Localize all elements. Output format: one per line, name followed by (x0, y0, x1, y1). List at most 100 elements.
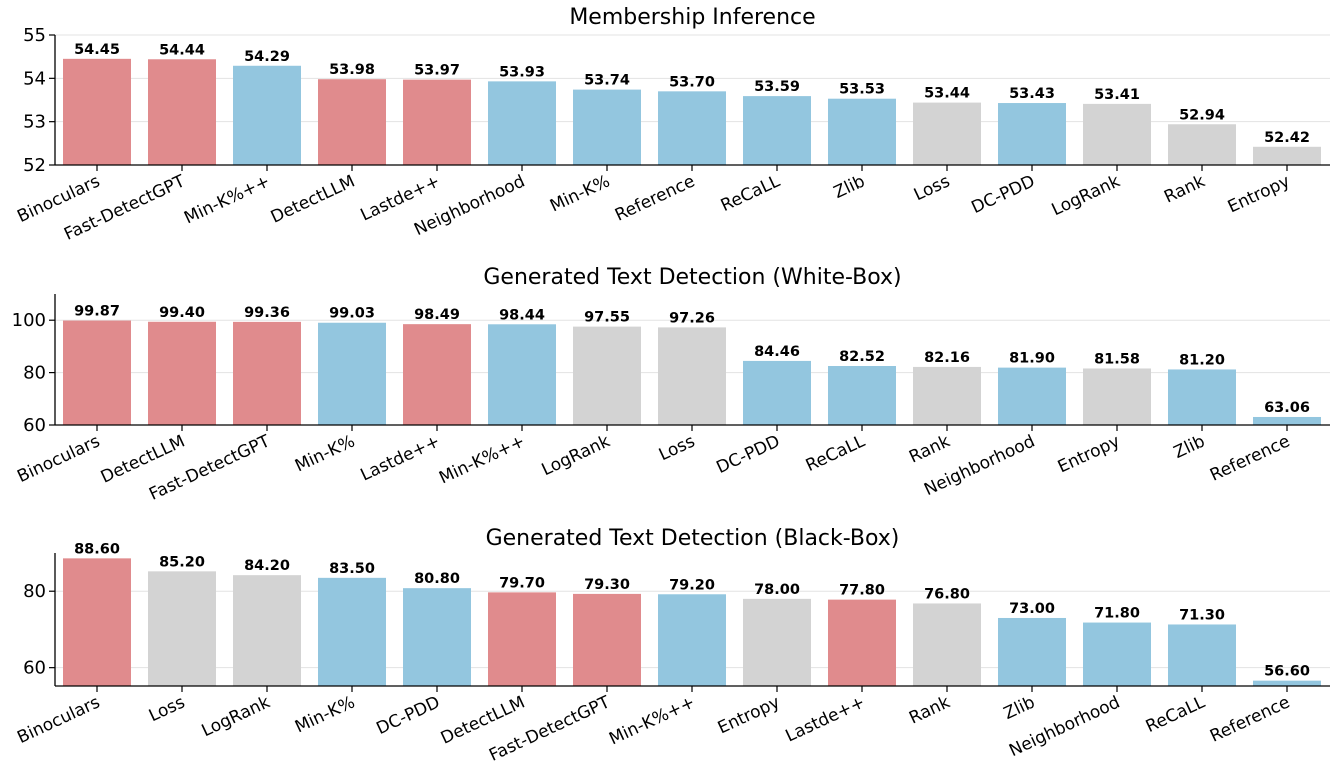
x-tick-label: Loss (911, 171, 953, 205)
data-label: 99.03 (329, 306, 375, 322)
x-tick-label: Entropy (715, 692, 783, 738)
y-tick-label: 80 (23, 581, 46, 602)
data-label: 52.42 (1264, 130, 1310, 146)
chart-panel-3: Generated Text Detection (Black-Box) 60 80… (14, 526, 1330, 766)
bar-fast-detectgpt (233, 321, 301, 425)
bar-logrank (573, 326, 641, 425)
x-tick-label: DetectLLM (268, 171, 358, 227)
bar-dc-pdd (998, 103, 1066, 165)
x-tick-label: Min-K% (292, 431, 358, 476)
y-tick-label: 100 (12, 310, 46, 331)
x-tick-label: Min-K%++ (181, 171, 273, 228)
x-tick-label: Reference (1207, 431, 1293, 485)
bar-zlib (828, 98, 896, 165)
x-tick-label: Min-K%++ (436, 431, 528, 488)
bar-recall (743, 96, 811, 165)
bar-min-k- (233, 65, 301, 165)
bar-binoculars (63, 58, 131, 166)
x-tick-label: LogRank (539, 431, 614, 480)
bar-lastde- (828, 599, 896, 686)
bar-dc-pdd (743, 360, 811, 425)
x-tick-label: Lastde++ (357, 431, 443, 485)
y-tick-label: 80 (23, 363, 46, 384)
bar-entropy (743, 598, 811, 686)
x-tick-label: Reference (612, 171, 698, 225)
data-label: 53.98 (329, 62, 375, 78)
x-tick-label: DC-PDD (713, 431, 783, 478)
x-tick-label: LogRank (1049, 171, 1124, 220)
data-label: 54.45 (74, 42, 120, 58)
data-label: 79.20 (669, 577, 715, 593)
data-label: 84.46 (754, 344, 800, 360)
bar-logrank (1083, 103, 1151, 165)
data-label: 63.06 (1264, 400, 1310, 416)
x-tick-label: Loss (656, 431, 698, 465)
bar-logrank (233, 575, 301, 686)
data-label: 99.87 (74, 304, 120, 320)
bar-min-k- (318, 577, 386, 686)
bar-detectllm (148, 321, 216, 425)
x-tick-label: LogRank (199, 692, 274, 741)
data-label: 76.80 (924, 586, 970, 602)
data-label: 71.80 (1094, 606, 1140, 622)
data-label: 98.44 (499, 307, 545, 323)
data-label: 83.50 (329, 561, 375, 577)
data-label: 81.58 (1094, 351, 1140, 367)
data-label: 84.20 (244, 558, 290, 574)
chart-panel-2: Generated Text Detection (White-Box) 60 80… (12, 265, 1330, 505)
data-label: 53.70 (669, 74, 715, 90)
bar-min-k- (658, 594, 726, 686)
bar-neighborhood (1083, 622, 1151, 686)
x-tick-label: Binoculars (14, 692, 103, 748)
bar-detectllm (488, 592, 556, 686)
data-label: 53.74 (584, 73, 630, 89)
x-tick-label: Rank (906, 431, 953, 467)
data-label: 79.70 (499, 575, 545, 591)
data-label: 82.16 (924, 350, 970, 366)
bar-dc-pdd (403, 588, 471, 686)
x-tick-label: Lastde++ (782, 692, 868, 746)
x-tick-label: Zlib (1171, 431, 1208, 463)
data-label: 53.93 (499, 64, 545, 80)
data-label: 88.60 (74, 541, 120, 557)
x-tick-label: ReCaLL (1143, 692, 1209, 737)
data-label: 53.43 (1009, 86, 1055, 102)
bar-fast-detectgpt (148, 59, 216, 166)
bar-reference (1253, 680, 1321, 686)
x-tick-label: Entropy (1055, 431, 1123, 477)
bar-reference (1253, 416, 1321, 425)
y-tick-label: 60 (23, 415, 46, 436)
x-tick-label: Zlib (831, 171, 868, 203)
bar-min-k- (318, 322, 386, 425)
chart-title: Generated Text Detection (Black-Box) (486, 526, 900, 551)
data-label: 56.60 (1264, 664, 1310, 680)
bar-loss (913, 102, 981, 165)
data-label: 78.00 (754, 582, 800, 598)
x-tick-label: Reference (1207, 692, 1293, 746)
bar-reference (658, 91, 726, 165)
y-tick-label: 60 (23, 658, 46, 679)
bar-min-k- (488, 324, 556, 425)
bar-lastde- (403, 324, 471, 425)
x-tick-label: Binoculars (14, 431, 103, 487)
data-label: 99.40 (159, 305, 205, 321)
data-label: 81.90 (1009, 351, 1055, 367)
bar-fast-detectgpt (573, 593, 641, 686)
y-tick-label: 52 (23, 155, 46, 176)
chart-title: Membership Inference (569, 5, 815, 30)
bar-rank (913, 603, 981, 686)
data-label: 80.80 (414, 571, 460, 587)
y-tick-label: 53 (23, 112, 46, 133)
bar-rank (1168, 124, 1236, 165)
data-label: 71.30 (1179, 607, 1225, 623)
x-tick-label: ReCaLL (803, 431, 869, 476)
bar-entropy (1083, 368, 1151, 425)
data-label: 53.59 (754, 79, 800, 95)
data-label: 53.41 (1094, 87, 1140, 103)
x-tick-label: Min-K% (547, 171, 613, 216)
data-label: 52.94 (1179, 107, 1225, 123)
y-tick-label: 54 (23, 68, 46, 89)
y-tick-label: 55 (23, 25, 46, 46)
data-label: 79.30 (584, 577, 630, 593)
